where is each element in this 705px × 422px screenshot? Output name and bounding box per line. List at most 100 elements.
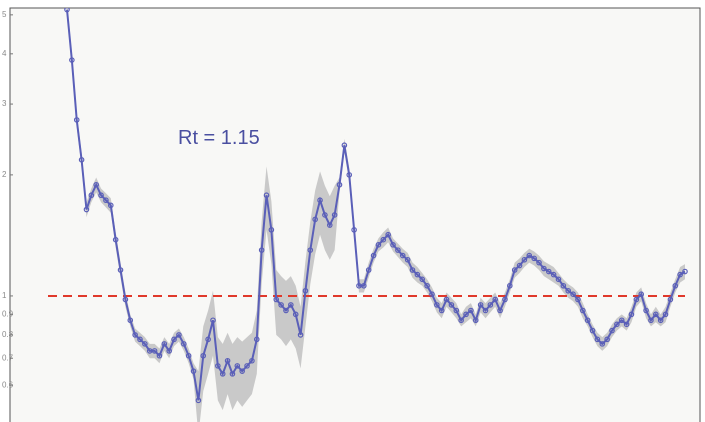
point	[127, 317, 134, 324]
point	[224, 357, 231, 364]
point	[351, 227, 357, 233]
point	[331, 212, 338, 218]
point	[623, 321, 630, 328]
point	[448, 302, 455, 308]
point	[234, 363, 241, 369]
point	[560, 282, 567, 289]
point	[297, 332, 304, 338]
point	[370, 252, 377, 259]
point	[151, 348, 158, 354]
point	[443, 296, 450, 303]
point	[618, 317, 625, 324]
point	[429, 291, 435, 298]
point	[497, 307, 503, 314]
point	[677, 271, 683, 278]
point	[395, 247, 401, 253]
point	[64, 8, 70, 13]
point	[643, 307, 649, 314]
point	[375, 242, 382, 248]
point	[477, 302, 484, 308]
point	[614, 321, 620, 328]
point	[463, 311, 469, 318]
point	[239, 368, 245, 374]
point	[404, 256, 411, 263]
point	[511, 267, 518, 273]
point	[302, 287, 309, 294]
point	[176, 332, 182, 338]
point	[424, 282, 430, 289]
point	[107, 202, 114, 209]
point	[229, 371, 236, 377]
point	[161, 341, 168, 347]
point	[390, 242, 396, 248]
point	[565, 287, 572, 294]
point	[185, 352, 192, 359]
point	[414, 271, 421, 278]
point	[219, 371, 226, 377]
y-tick-label: 0.8	[2, 330, 14, 339]
point	[312, 216, 318, 223]
point	[638, 291, 645, 298]
y-tick-label: 0.6	[2, 380, 14, 389]
point	[166, 348, 172, 354]
point	[589, 327, 596, 334]
y-tick-label: 4	[2, 49, 7, 58]
point	[215, 363, 221, 369]
plot-area	[48, 8, 688, 422]
point	[98, 192, 104, 199]
point	[210, 317, 216, 324]
point	[526, 252, 533, 259]
point	[380, 236, 387, 243]
point	[667, 296, 674, 303]
point	[195, 397, 202, 404]
point	[361, 282, 367, 289]
y-tick-label: 2	[2, 170, 7, 179]
point	[482, 307, 489, 314]
point	[672, 282, 679, 289]
point	[283, 307, 289, 314]
point	[103, 197, 109, 204]
point	[253, 336, 260, 343]
point	[550, 271, 557, 278]
point	[258, 247, 265, 253]
point	[249, 357, 255, 364]
point	[662, 311, 669, 318]
y-tick-label: 5	[2, 10, 7, 19]
point	[385, 231, 391, 238]
y-tick-label: 3	[2, 99, 7, 108]
point	[609, 327, 615, 334]
point	[142, 341, 148, 347]
point	[516, 262, 523, 269]
point	[628, 311, 635, 318]
point	[468, 307, 474, 314]
point	[438, 307, 445, 314]
point	[648, 317, 654, 324]
point	[458, 317, 464, 324]
point	[545, 268, 552, 275]
plot-frame	[9, 7, 701, 422]
point	[653, 311, 659, 318]
point	[117, 267, 124, 273]
point	[288, 302, 294, 308]
point	[492, 296, 499, 303]
point	[307, 247, 314, 253]
point	[346, 172, 353, 178]
point	[555, 276, 562, 283]
point	[268, 227, 275, 233]
point	[341, 142, 348, 149]
point	[594, 336, 601, 343]
point	[434, 302, 440, 308]
point	[73, 117, 80, 123]
point	[365, 267, 372, 273]
y-tick-label: 0.9	[2, 309, 14, 318]
point	[292, 311, 299, 318]
point	[78, 157, 85, 163]
point	[604, 336, 610, 343]
point	[317, 197, 323, 204]
point	[190, 368, 197, 374]
point	[536, 259, 542, 266]
point	[580, 307, 586, 314]
point	[531, 255, 537, 262]
